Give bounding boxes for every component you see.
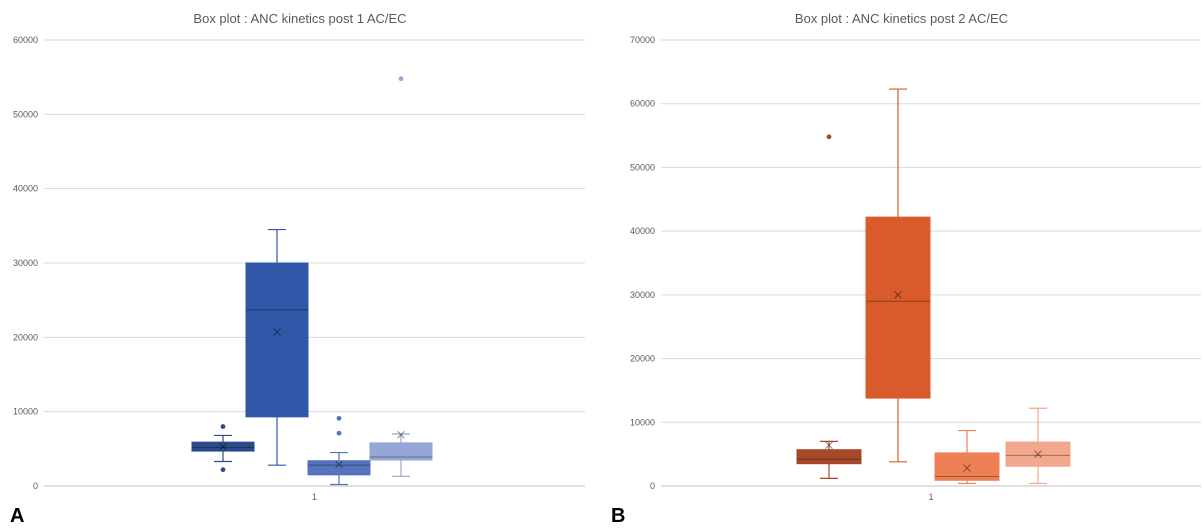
box-body-b-1: [796, 449, 862, 465]
chart-title-b: Box plot : ANC kinetics post 2 AC/EC: [794, 11, 1009, 26]
box-plot-b: 0 10000 20000 30000 40000 50000 60000 70000 1: [630, 35, 1201, 502]
box-body-a-4: [369, 442, 433, 461]
box-body-a-3: [307, 460, 371, 476]
box-a-2: [245, 228, 309, 466]
y-tick-label-a-0: 0: [33, 481, 38, 491]
box-body-b-2: [865, 216, 931, 399]
box-b-4: [1005, 407, 1071, 485]
y-tick-label-a-4: 40000: [13, 184, 38, 194]
y-tick-label-a-3: 30000: [13, 258, 38, 268]
y-tick-label-b-5: 50000: [630, 162, 655, 172]
chart-title-a: Box plot : ANC kinetics post 1 AC/EC: [193, 11, 407, 26]
box-b-1: [796, 134, 862, 479]
x-tick-label-a: 1: [312, 492, 317, 502]
box-plot-a: 0 10000 20000 30000 40000 50000 60000 1: [13, 35, 585, 502]
y-tick-label-a-5: 50000: [13, 109, 38, 119]
box-a-3: [307, 415, 371, 486]
y-tick-label-b-7: 70000: [630, 35, 655, 45]
outlier-point-b-1-1: [826, 134, 832, 140]
box-a-1: [191, 424, 255, 473]
mean-marker-a-4: [397, 430, 405, 439]
y-tick-label-a-1: 10000: [13, 407, 38, 417]
outlier-point-a-3-1: [336, 430, 342, 436]
box-body-a-2: [245, 262, 309, 418]
mean-marker-a-2: [273, 328, 281, 336]
y-tick-label-b-4: 40000: [630, 226, 655, 236]
box-body-a-1: [191, 441, 255, 452]
y-tick-label-a-2: 20000: [13, 332, 38, 342]
mean-marker-b-4: [1034, 450, 1042, 458]
box-b-3: [934, 429, 1000, 485]
box-body-b-3: [934, 452, 1000, 481]
y-tick-label-a-6: 60000: [13, 35, 38, 45]
box-a-4: [369, 76, 433, 477]
mean-marker-b-2: [894, 291, 902, 299]
mean-marker-b-1: [825, 441, 833, 450]
chart-panel-a: 0 10000 20000 30000 40000 50000 60000 1 Box plo…: [0, 0, 600, 532]
y-tick-label-b-0: 0: [650, 481, 655, 491]
x-tick-label-b: 1: [928, 492, 933, 502]
y-tick-label-b-1: 10000: [630, 417, 655, 427]
box-b-2: [865, 88, 931, 463]
y-tick-label-b-3: 30000: [630, 290, 655, 300]
outlier-point-a-1-2: [220, 424, 226, 429]
outlier-point-a-3-2: [336, 415, 342, 421]
chart-panel-b: 0 10000 20000 30000 40000 50000 60000 70000 1 Bo…: [601, 0, 1202, 532]
panel-label-b: B: [611, 505, 626, 527]
mean-marker-a-3: [335, 460, 343, 469]
y-tick-label-b-2: 20000: [630, 354, 655, 364]
box-body-b-4: [1005, 441, 1071, 467]
outlier-point-a-4-1: [398, 76, 404, 82]
mean-marker-a-1: [219, 442, 227, 451]
y-tick-label-b-6: 60000: [630, 99, 655, 109]
mean-marker-b-3: [963, 464, 971, 473]
panel-label-a: A: [10, 505, 25, 527]
outlier-point-a-1-1: [220, 467, 226, 473]
